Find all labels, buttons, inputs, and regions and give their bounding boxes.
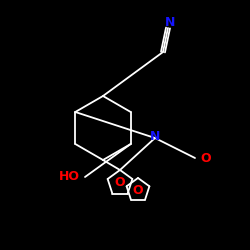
Text: HO: HO: [59, 170, 80, 183]
Text: O: O: [115, 176, 125, 190]
Text: O: O: [133, 184, 143, 196]
Text: N: N: [165, 16, 175, 28]
Text: N: N: [150, 130, 160, 142]
Text: O: O: [200, 152, 210, 164]
